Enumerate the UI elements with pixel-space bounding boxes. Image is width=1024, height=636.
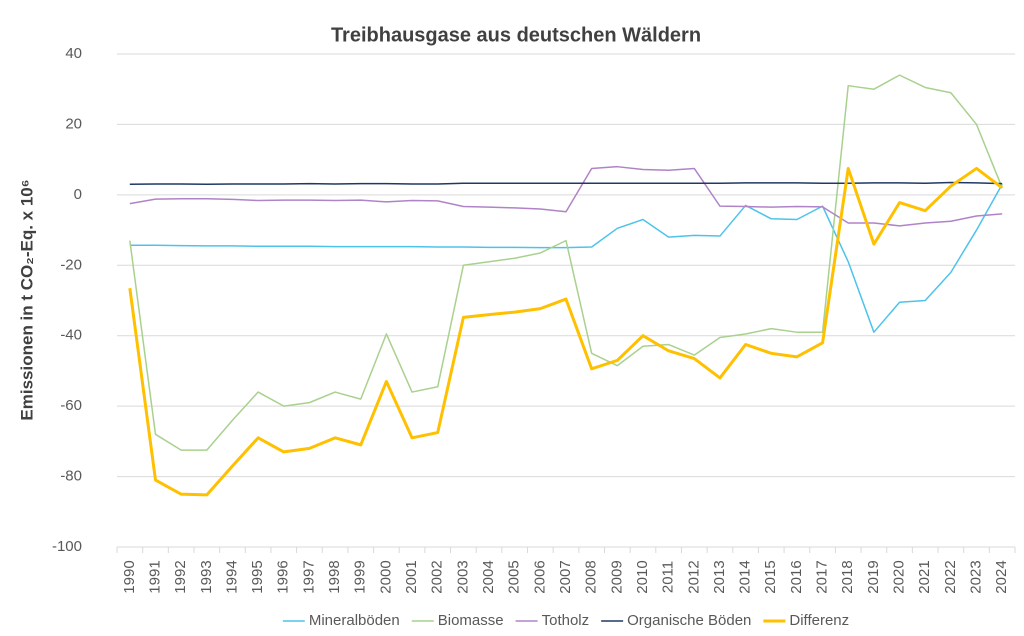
x-tick-label: 2010 bbox=[634, 560, 651, 593]
x-tick-label: 2020 bbox=[891, 560, 908, 593]
x-tick-label: 2011 bbox=[660, 561, 677, 593]
series-line bbox=[129, 183, 1003, 333]
x-tick-label: 1996 bbox=[275, 560, 292, 593]
x-tick-label: 2000 bbox=[377, 560, 394, 593]
legend-label: Organische Böden bbox=[627, 612, 751, 629]
x-tick-label: 1990 bbox=[121, 560, 138, 593]
legend: Mineralböden Biomasse Totholz Organische Bö… bbox=[282, 612, 849, 629]
y-tick-label: -100 bbox=[52, 538, 82, 555]
x-tick-label: 2021 bbox=[916, 560, 933, 593]
x-tick-label: 1994 bbox=[223, 560, 240, 593]
legend-label: Totholz bbox=[542, 612, 590, 629]
x-tick-label: 1995 bbox=[249, 560, 266, 593]
x-tick-label: 2024 bbox=[993, 560, 1010, 593]
x-tick-label: 2006 bbox=[531, 560, 548, 593]
x-tick-label: 1998 bbox=[326, 560, 343, 593]
x-tick-label: 2019 bbox=[865, 560, 882, 593]
legend-label: Mineralböden bbox=[309, 612, 400, 629]
series-line bbox=[129, 181, 1003, 186]
y-tick-label: -60 bbox=[60, 397, 82, 414]
y-tick-label: 0 bbox=[74, 186, 82, 203]
y-tick-label: -20 bbox=[60, 256, 82, 273]
y-tick-label: 20 bbox=[65, 115, 82, 132]
x-tick-label: 2012 bbox=[685, 560, 702, 593]
x-tick-label: 2004 bbox=[480, 560, 497, 593]
x-tick-label: 2001 bbox=[403, 560, 420, 593]
series-line bbox=[128, 166, 1004, 497]
x-tick-label: 2003 bbox=[454, 560, 471, 593]
x-tick-label: 2017 bbox=[814, 560, 831, 593]
legend-label: Biomasse bbox=[438, 612, 504, 629]
series-line bbox=[129, 74, 1003, 451]
x-tick-label: 2002 bbox=[429, 560, 446, 593]
x-tick-label: 2015 bbox=[762, 560, 779, 593]
x-tick-label: 2009 bbox=[608, 560, 625, 593]
x-tick-label: 1997 bbox=[300, 560, 317, 593]
x-tick-label: 2023 bbox=[967, 560, 984, 593]
x-tick-label: 2022 bbox=[942, 560, 959, 593]
x-tick-label: 2007 bbox=[557, 560, 574, 593]
x-tick-label: 1993 bbox=[198, 560, 215, 593]
series-line bbox=[129, 165, 1003, 227]
y-tick-label: 40 bbox=[65, 45, 82, 62]
legend-label: Differenz bbox=[789, 612, 849, 629]
x-tick-label: 2016 bbox=[788, 560, 805, 593]
x-tick-label: 2005 bbox=[506, 560, 523, 593]
x-tick-label: 2008 bbox=[583, 560, 600, 593]
y-tick-label: -40 bbox=[60, 327, 82, 344]
x-tick-label: 2018 bbox=[839, 560, 856, 593]
x-tick-label: 1992 bbox=[172, 560, 189, 593]
x-tick-label: 1999 bbox=[352, 560, 369, 593]
x-tick-label: 2014 bbox=[737, 560, 754, 593]
y-tick-label: -80 bbox=[60, 468, 82, 485]
x-tick-label: 2013 bbox=[711, 560, 728, 593]
y-axis-label: Emissionen in t CO₂-Eq. x 10⁶ bbox=[17, 179, 36, 420]
chart-title: Treibhausgase aus deutschen Wäldern bbox=[331, 24, 701, 46]
x-tick-label: 1991 bbox=[146, 560, 163, 593]
